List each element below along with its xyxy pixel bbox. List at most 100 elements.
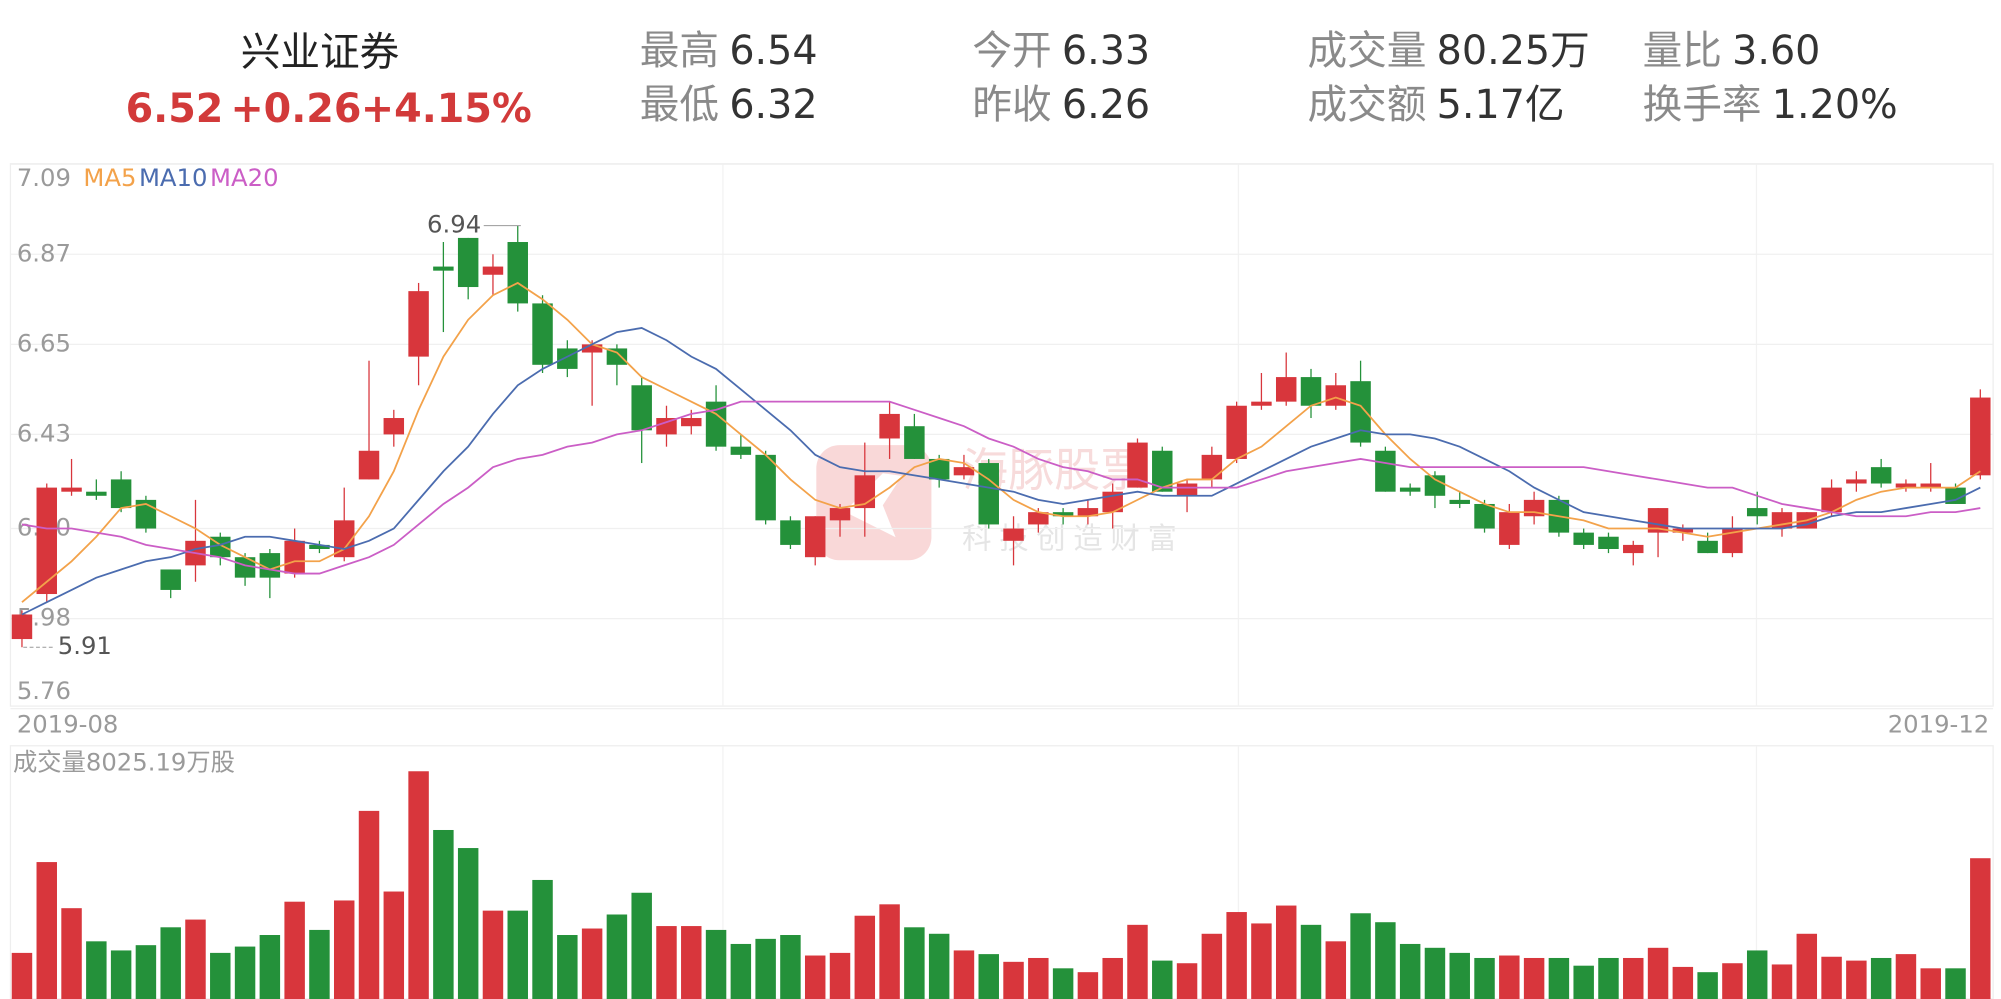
- candle-body: [1350, 381, 1371, 443]
- volume-bar: [1523, 957, 1545, 999]
- volume-bar: [210, 952, 231, 999]
- stat-label: 最高: [640, 28, 719, 74]
- candle-body: [86, 491, 107, 496]
- candle-body: [36, 487, 57, 595]
- volume-bar: [755, 938, 776, 999]
- candle-body: [1077, 508, 1099, 517]
- volume-bar: [1573, 965, 1594, 999]
- volume-bar: [1127, 924, 1148, 999]
- price: 6.52: [126, 86, 224, 132]
- volume-bar: [904, 927, 925, 999]
- volume-bar: [1102, 957, 1123, 999]
- candle-body: [705, 401, 727, 447]
- volume-bar: [1052, 968, 1074, 999]
- stat-value: 1.20%: [1772, 82, 1898, 128]
- candle-body: [1846, 479, 1867, 484]
- candle-body: [1672, 528, 1694, 533]
- volume-bar: [284, 901, 305, 999]
- stat-label: 今开: [972, 28, 1051, 74]
- stat-label: 最低: [640, 82, 719, 128]
- stat-value: 6.32: [729, 82, 817, 128]
- stock-name: 兴业证券: [241, 30, 400, 76]
- candle-body: [1970, 397, 1991, 476]
- candle-body: [1028, 512, 1049, 525]
- candle-body: [1226, 405, 1247, 459]
- candle-body: [61, 487, 82, 492]
- x-tick-label: 2019-12: [1888, 709, 1990, 738]
- volume-bar: [507, 910, 528, 999]
- volume-bar: [631, 892, 652, 999]
- volume-bar: [730, 943, 752, 999]
- volume-bar: [110, 950, 132, 999]
- candle-body: [160, 569, 181, 590]
- stat-value: 3.60: [1732, 28, 1820, 74]
- candle-body: [953, 467, 975, 476]
- x-tick-label: 2019-08: [17, 709, 119, 738]
- volume-bar: [1970, 858, 1991, 999]
- volume-title: 成交量8025.19万股: [13, 748, 235, 777]
- volume-bar: [1870, 957, 1892, 999]
- candle-body: [1920, 483, 1941, 488]
- legend-entry: MA5: [83, 163, 136, 192]
- candle-body: [1300, 377, 1322, 406]
- candle-body: [507, 242, 528, 304]
- volume-bar: [86, 941, 107, 999]
- volume-bar: [1325, 941, 1347, 999]
- candle-body: [532, 303, 553, 365]
- volume-bar: [1077, 972, 1099, 999]
- volume-bar: [457, 848, 479, 999]
- volume-bar: [1499, 955, 1520, 999]
- volume-bar: [1945, 968, 1966, 999]
- volume-bar: [557, 935, 578, 999]
- volume-bar: [879, 904, 900, 999]
- candle-body: [433, 266, 454, 271]
- volume-bar: [1895, 954, 1917, 999]
- stat-label: 量比: [1643, 28, 1722, 74]
- volume-bar: [1474, 957, 1495, 999]
- volume-bar: [1598, 957, 1619, 999]
- volume-bar: [408, 771, 429, 999]
- candle-body: [284, 540, 305, 574]
- candle-body: [457, 237, 479, 288]
- volume-bar: [1201, 933, 1223, 999]
- candle-body: [1201, 454, 1223, 480]
- volume-bar: [780, 935, 801, 999]
- candle-body: [1474, 503, 1495, 529]
- candle-body: [1895, 483, 1917, 488]
- stat-label: 昨收: [972, 82, 1051, 128]
- candle-body: [234, 557, 256, 578]
- candle-body: [780, 520, 801, 545]
- candle-body: [1746, 508, 1768, 517]
- volume-bar: [928, 933, 950, 999]
- volume-bar: [1821, 956, 1842, 999]
- candle-body: [11, 614, 33, 640]
- volume-bar: [11, 952, 33, 999]
- volume-bar: [433, 829, 454, 999]
- volume-bar: [259, 935, 281, 999]
- volume-bar: [61, 908, 82, 999]
- candle-body: [804, 516, 826, 558]
- plot: 7.096.876.656.436.205.985.762019-082019-…: [10, 163, 1994, 999]
- volume-bar: [333, 900, 355, 999]
- volume-bar: [978, 954, 999, 999]
- candle-body: [829, 508, 851, 521]
- price-change: +0.26: [230, 86, 361, 132]
- volume-bar: [383, 891, 405, 999]
- volume-bar: [1003, 961, 1024, 999]
- candle-body: [1449, 499, 1470, 504]
- candle-body: [557, 348, 578, 369]
- candle-body: [110, 479, 132, 509]
- volume-bar: [656, 926, 677, 999]
- volume-bar: [532, 879, 553, 999]
- candle-body: [1399, 487, 1421, 492]
- candle-body: [408, 291, 429, 357]
- volume-bar: [1796, 933, 1818, 999]
- low-label: 5.91: [58, 631, 112, 660]
- candle-body: [482, 266, 504, 275]
- stat-value: 6.26: [1062, 82, 1150, 128]
- y-tick-label: 5.76: [17, 676, 71, 705]
- volume-bar: [36, 862, 57, 999]
